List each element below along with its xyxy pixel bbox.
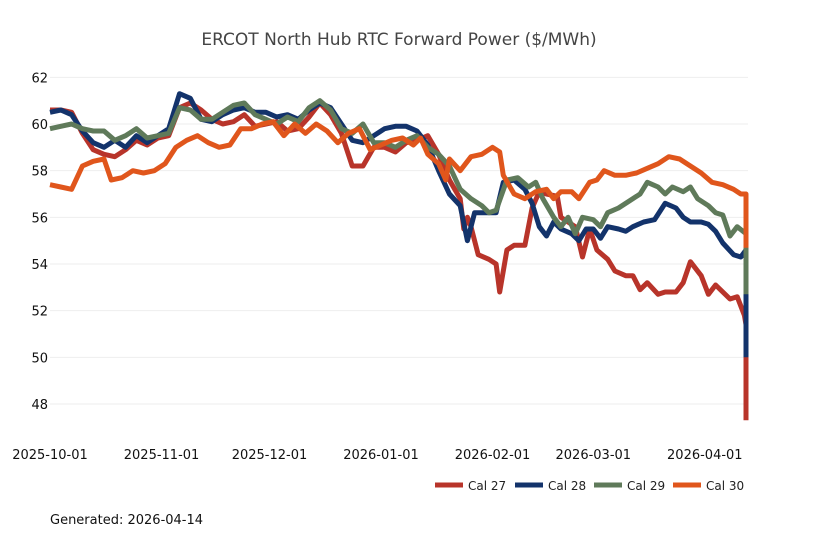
legend-label: Cal 29 (627, 479, 665, 493)
y-tick-label: 54 (31, 258, 48, 273)
legend-label: Cal 30 (706, 479, 744, 493)
x-tick-label: 2026-03-01 (556, 448, 632, 463)
y-axis-ticks: 48 50 52 54 56 58 60 62 (31, 71, 48, 413)
series-line-cal-29 (49, 98, 749, 295)
y-tick-label: 50 (31, 351, 48, 366)
y-tick-label: 58 (31, 165, 48, 180)
x-tick-label: 2025-10-01 (12, 448, 88, 463)
x-tick-label: 2026-01-01 (343, 448, 419, 463)
x-axis-ticks: 2025-10-01 2025-11-01 2025-12-01 2026-01-01… (12, 448, 742, 463)
y-tick-label: 60 (31, 118, 48, 133)
x-tick-label: 2025-12-01 (232, 448, 308, 463)
series-lines (49, 91, 749, 421)
legend-label: Cal 28 (548, 479, 586, 493)
legend: Cal 27 Cal 28 Cal 29 Cal 30 (435, 479, 744, 493)
legend-label: Cal 27 (468, 479, 506, 493)
x-tick-label: 2026-02-01 (455, 448, 531, 463)
chart-title: ERCOT North Hub RTC Forward Power ($/MWh… (201, 30, 596, 50)
series-line-cal-30 (49, 119, 749, 248)
x-tick-label: 2026-04-01 (667, 448, 743, 463)
y-tick-label: 62 (31, 71, 48, 86)
y-tick-label: 48 (31, 398, 48, 413)
series-line-cal-28 (49, 91, 749, 358)
y-tick-label: 52 (31, 305, 48, 320)
y-tick-label: 56 (31, 211, 48, 226)
x-tick-label: 2025-11-01 (124, 448, 200, 463)
gridlines (50, 76, 748, 405)
series-line-cal-27 (50, 100, 749, 421)
generated-date: Generated: 2026-04-14 (50, 513, 204, 528)
